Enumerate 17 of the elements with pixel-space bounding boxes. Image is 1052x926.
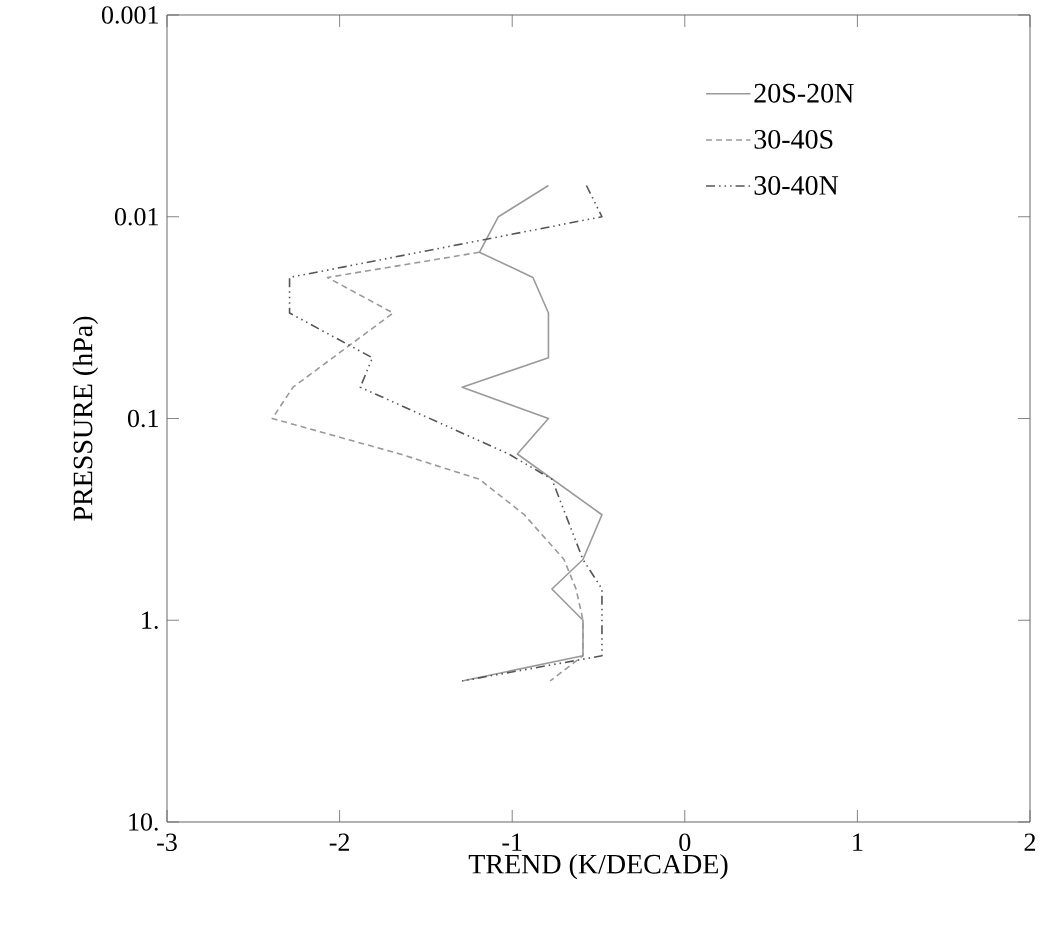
legend-label: 20S-20N (754, 83, 854, 103)
x-axis-title: TREND (K/DECADE) (468, 853, 728, 880)
x-tick-label: -2 (329, 833, 350, 851)
y-tick-label: 0.001 (101, 6, 158, 24)
x-tick-label: -3 (157, 833, 177, 851)
y-tick-label: 0.1 (127, 409, 158, 428)
x-tick-label: 2 (1024, 833, 1036, 851)
x-tick-label: 1 (853, 833, 863, 851)
y-axis-title: PRESSURE (hPa) (72, 316, 99, 521)
y-tick-label: 1. (142, 611, 158, 629)
y-tick-label: 10. (129, 813, 158, 831)
x-tick-label: 0 (679, 833, 691, 852)
line-series (288, 184, 603, 682)
legend-label: 30-40N (754, 176, 839, 195)
x-tick-label: -1 (502, 833, 522, 851)
y-tick-label: 0.01 (114, 207, 158, 226)
legend-label: 30-40S (754, 129, 833, 149)
